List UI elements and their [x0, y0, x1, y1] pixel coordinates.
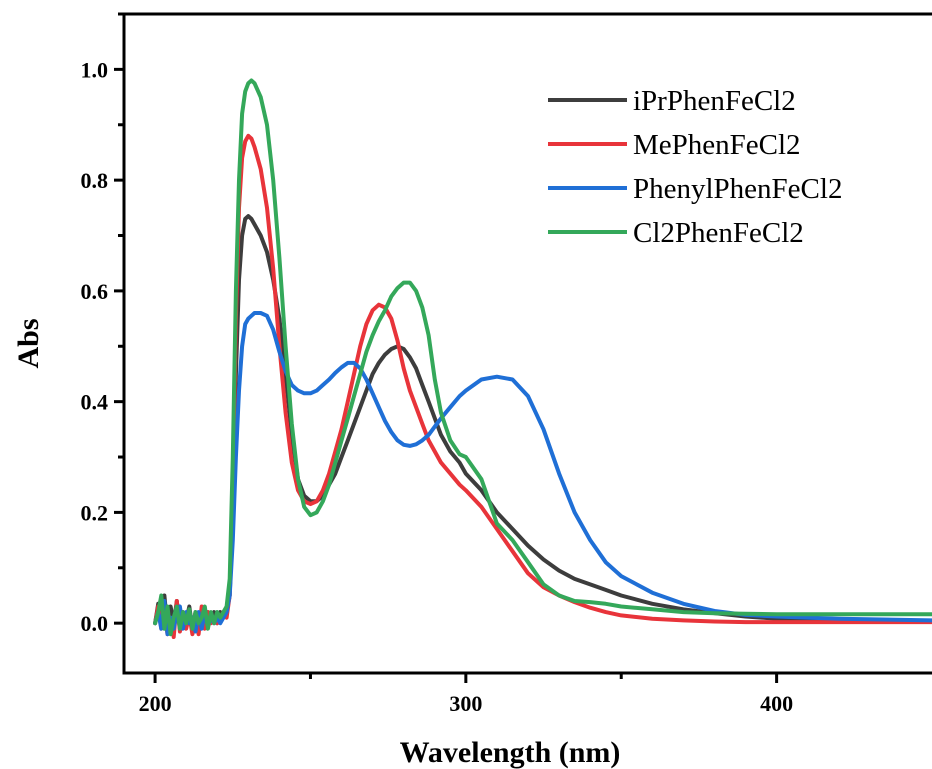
- y-tick-label: 0.2: [81, 500, 109, 525]
- series-line-3: [153, 78, 932, 637]
- legend-label-1: MePhenFeCl2: [633, 129, 801, 161]
- series-line-0: [153, 214, 932, 631]
- ticks-layer: 200 300 400 0.0 0.2 0.4 0.6 0.8 1.0: [81, 12, 793, 716]
- plot-frame: [122, 12, 932, 675]
- series-layer: [153, 78, 932, 639]
- y-tick-label: 1.0: [81, 57, 109, 82]
- x-tick-label: 300: [449, 691, 482, 716]
- x-axis-title: Wavelength (nm): [400, 736, 621, 769]
- legend-label-2: PhenylPhenFeCl2: [633, 173, 842, 205]
- x-tick-label: 400: [760, 691, 793, 716]
- legend-label-3: Cl2PhenFeCl2: [633, 217, 804, 249]
- legend-label-0: iPrPhenFeCl2: [633, 85, 796, 117]
- y-tick-label: 0.6: [81, 279, 109, 304]
- y-tick-label: 0.8: [81, 168, 109, 193]
- legend: iPrPhenFeCl2 MePhenFeCl2 PhenylPhenFeCl2 Cl…: [548, 85, 842, 249]
- y-axis-title: Abs: [12, 318, 45, 368]
- axes-frame: [122, 12, 932, 675]
- y-tick-label: 0.4: [81, 390, 109, 415]
- y-tick-label: 0.0: [81, 611, 109, 636]
- x-tick-label: 200: [139, 691, 172, 716]
